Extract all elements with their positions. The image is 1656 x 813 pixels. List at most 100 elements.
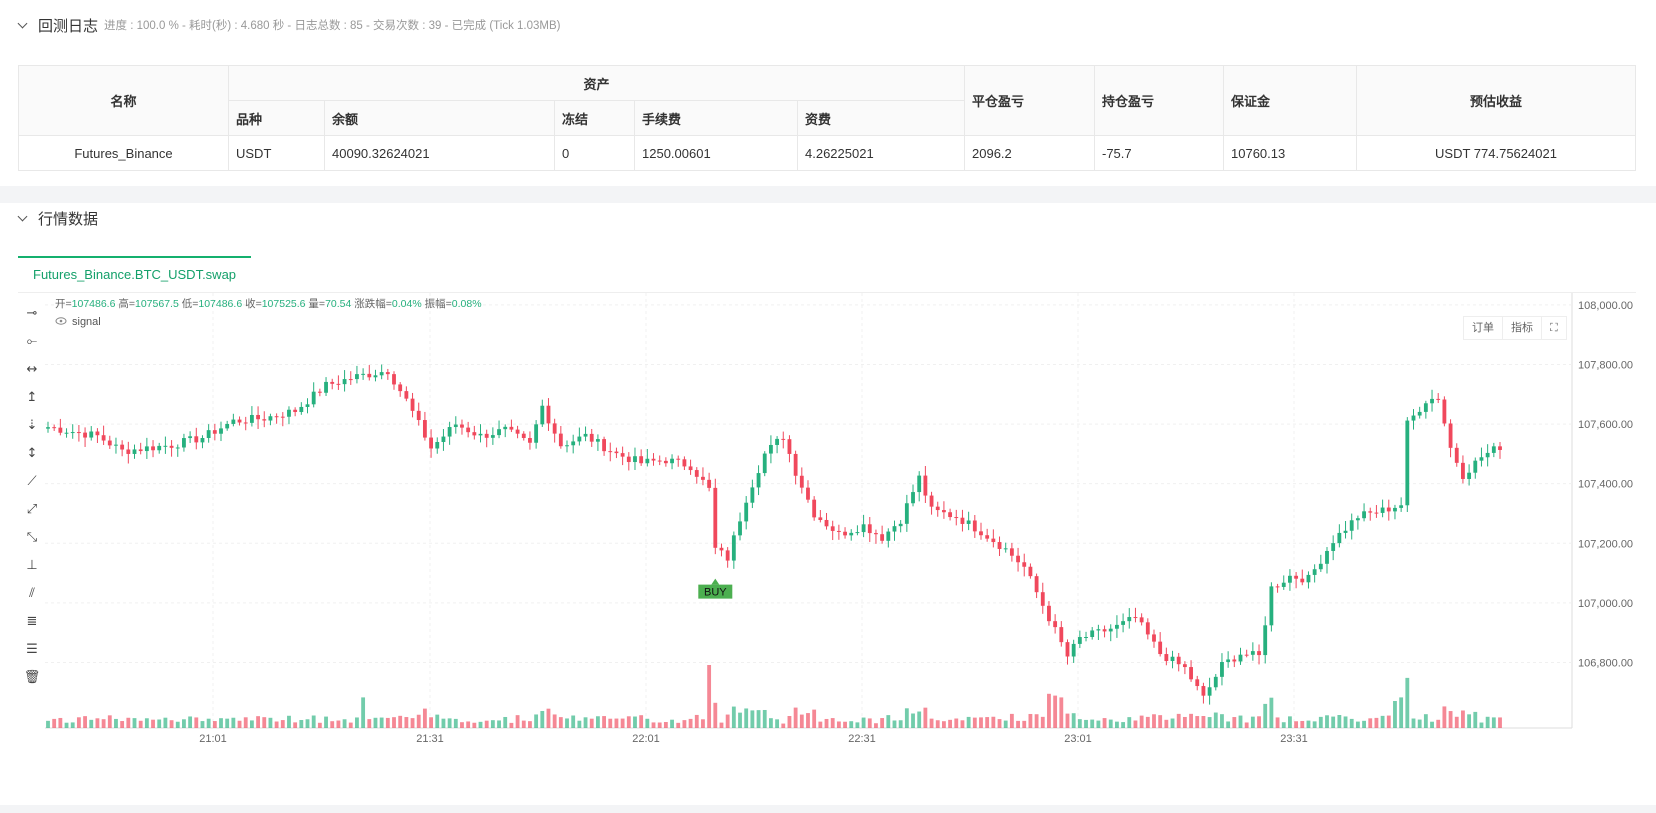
candle-body <box>398 384 403 392</box>
indicators-button[interactable]: 指标 <box>1503 317 1542 339</box>
x-tick-label: 22:31 <box>848 733 876 745</box>
col-assets: 资产 <box>228 65 965 101</box>
candle-body <box>237 419 242 423</box>
candle-body <box>157 445 162 451</box>
candle-body <box>1189 667 1193 680</box>
trash-icon[interactable]: 🗑 <box>23 669 41 685</box>
volume-bar <box>484 720 489 728</box>
volume-bar <box>1071 713 1076 728</box>
horizontal-segment-icon[interactable]: ↔ <box>26 361 38 377</box>
volume-bar <box>1461 710 1465 728</box>
candle-body <box>76 432 81 434</box>
candle-body <box>1411 415 1416 421</box>
volume-bar <box>1362 720 1366 728</box>
buy-signal-badge <box>698 584 733 599</box>
volume-bar <box>249 720 254 728</box>
candle-body <box>892 526 897 532</box>
vertical-line-icon[interactable]: ⇣ <box>26 417 38 433</box>
candle-body <box>46 427 50 429</box>
volume-bar <box>330 721 335 728</box>
volume-bar <box>521 720 526 728</box>
candle-body <box>534 424 539 443</box>
horizontal-line-icon[interactable]: ⟜ <box>26 333 38 349</box>
log-section-header[interactable]: 回测日志 进度 : 100.0 % - 耗时(秒) : 4.680 秒 - 日志… <box>18 13 560 37</box>
candle-body <box>317 391 322 393</box>
candle-body <box>361 373 366 375</box>
candle-body <box>633 456 637 463</box>
candle-body <box>1442 399 1447 424</box>
chevron-down-icon[interactable] <box>18 20 28 30</box>
candle-body <box>453 424 458 428</box>
candle-body <box>1059 627 1064 643</box>
candle-body <box>1003 548 1008 550</box>
fib-retracement-icon[interactable]: ☰ <box>26 641 38 657</box>
volume-bar <box>348 722 353 728</box>
vertical-ray-icon[interactable]: ↥ <box>26 389 38 405</box>
candle-body <box>1300 578 1305 583</box>
volume-bar <box>781 723 786 728</box>
candle-body <box>348 379 353 381</box>
volume-bar <box>571 715 576 728</box>
volume-bar <box>904 708 909 728</box>
horizontal-ray-icon[interactable]: ⊸ <box>26 305 38 321</box>
price-line-icon[interactable]: ⊥ <box>26 557 38 573</box>
trend-line-icon[interactable]: ⤢ <box>26 501 38 517</box>
volume-bar <box>756 710 761 728</box>
candle-body <box>1047 605 1051 622</box>
tab-btc-usdt-swap[interactable]: Futures_Binance.BTC_USDT.swap <box>18 256 252 293</box>
candle-body <box>558 433 563 447</box>
fullscreen-icon[interactable]: ⛶ <box>1550 322 1558 334</box>
x-tick-label: 21:31 <box>416 733 444 745</box>
chart-controls: 订单 指标 ⛶ <box>1463 316 1567 340</box>
volume-bar <box>1288 716 1292 728</box>
volume-bar <box>107 715 112 728</box>
candle-body <box>917 475 922 493</box>
volume-bar <box>1232 717 1237 728</box>
candle-body <box>1145 622 1150 635</box>
candle-body <box>540 405 545 425</box>
candle-body <box>1226 659 1231 663</box>
candle-body <box>639 456 644 464</box>
volume-bar <box>830 718 835 728</box>
volume-bar <box>1442 706 1447 728</box>
candle-body <box>1485 452 1490 458</box>
volume-bar <box>1337 715 1342 728</box>
volume-bar <box>1127 717 1132 728</box>
trend-segment-icon[interactable]: ⤡ <box>26 529 38 545</box>
candle-body <box>818 517 823 520</box>
volume-bar <box>960 720 965 728</box>
candle-body <box>1343 530 1348 533</box>
candlestick-chart[interactable]: 108,000.00 107,800.00 107,600.00 107,400.00… <box>0 203 1656 805</box>
fib-lines-icon[interactable]: ≣ <box>26 613 38 629</box>
volume-bar <box>1368 718 1373 728</box>
vertical-segment-icon[interactable]: ↕ <box>26 445 38 461</box>
volume-bar <box>355 717 359 728</box>
col-closed-pnl: 平仓盈亏 <box>964 65 1095 136</box>
volume-bar <box>231 717 236 728</box>
volume-bar <box>929 718 934 728</box>
volume-bar <box>997 719 1002 728</box>
trend-ray-icon[interactable]: ⟋ <box>27 473 37 489</box>
candle-body <box>324 381 328 393</box>
volume-bar <box>775 719 780 728</box>
volume-bar <box>670 719 674 728</box>
candle-body <box>793 453 798 476</box>
candle-body <box>70 432 75 434</box>
tab-divider <box>18 292 1636 293</box>
volume-bar <box>731 706 736 728</box>
volume-bar <box>645 718 650 728</box>
candle-body <box>670 458 674 464</box>
col-est-profit: 预估收益 <box>1356 65 1636 136</box>
volume-bar <box>1077 719 1082 728</box>
volume-bar <box>1121 722 1126 728</box>
candle-body <box>163 445 168 447</box>
volume-bar <box>1355 721 1360 728</box>
x-tick-label: 23:31 <box>1280 733 1308 745</box>
volume-bar <box>342 719 347 728</box>
parallel-lines-icon[interactable]: ⫽ <box>29 585 35 601</box>
volume-bar <box>948 719 953 728</box>
candle-body <box>262 419 267 421</box>
orders-button[interactable]: 订单 <box>1464 317 1503 339</box>
market-section-header[interactable]: 行情数据 <box>18 206 98 230</box>
volume-bar <box>941 721 946 728</box>
